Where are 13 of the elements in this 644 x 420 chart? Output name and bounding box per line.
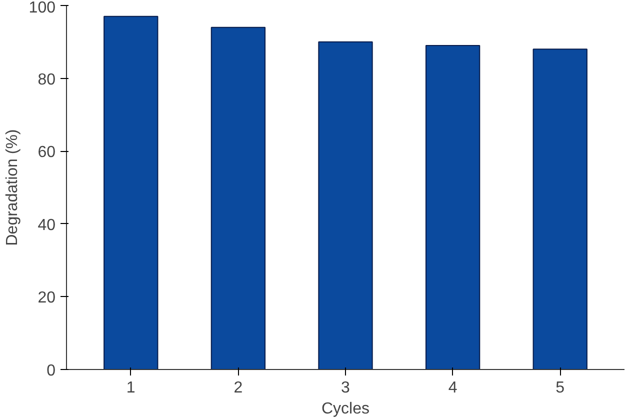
y-tick-label: 40: [38, 216, 56, 234]
y-tick-label: 100: [28, 0, 56, 16]
x-tick-label: 5: [556, 380, 565, 396]
y-tick-label: 0: [46, 362, 56, 380]
x-tick-label: 2: [234, 380, 243, 396]
y-tick-label: 20: [38, 290, 56, 307]
y-axis-title: Degradation (%): [4, 129, 21, 246]
x-tick-label: 4: [448, 380, 458, 396]
x-tick-label: 3: [341, 380, 350, 396]
y-tick-label: 60: [38, 144, 56, 162]
x-tick-label: 1: [126, 380, 136, 396]
x-axis-title: Cycles: [321, 400, 370, 418]
y-tick-label: 80: [38, 71, 56, 88]
